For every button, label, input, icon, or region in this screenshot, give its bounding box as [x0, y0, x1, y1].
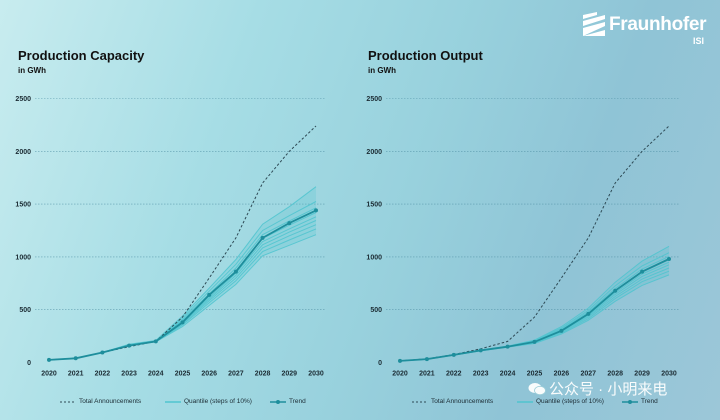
y-tick-label: 1000	[366, 254, 382, 261]
y-tick-label: 500	[19, 307, 31, 314]
chart-unit-output: in GWh	[368, 66, 396, 75]
logo-wordmark: Fraunhofer	[609, 14, 707, 35]
legend-output: Total Announcements Quantile (steps of 1…	[412, 398, 672, 410]
trend-point-2020	[398, 358, 402, 363]
y-tick-label: 2500	[15, 96, 31, 103]
watermark-text: 公众号 · 小明来电	[549, 381, 668, 398]
x-tick-label: 2030	[661, 371, 677, 378]
watermark: 公众号 · 小明来电	[528, 378, 667, 399]
chart-unit-capacity: in GWh	[18, 66, 46, 75]
trend-point-2022	[451, 352, 456, 357]
x-tick-label: 2022	[95, 371, 111, 378]
y-tick-label: 2000	[15, 149, 31, 156]
x-tick-label: 2024	[148, 371, 164, 378]
wechat-icon	[528, 383, 546, 396]
chart-title-capacity: Production Capacity	[18, 48, 145, 63]
x-tick-label: 2021	[419, 371, 435, 378]
legend-label: Quantile (steps of 10%)	[184, 398, 252, 405]
trend-point-2026	[207, 292, 212, 297]
x-tick-label: 2026	[554, 371, 570, 378]
x-tick-label: 2025	[527, 371, 543, 378]
trend-point-2028	[613, 288, 618, 293]
y-tick-label: 1500	[366, 202, 382, 209]
x-tick-label: 2022	[446, 371, 462, 378]
x-tick-label: 2027	[581, 371, 597, 378]
legend-label: Trend	[289, 398, 306, 405]
chart-title-output: Production Output	[368, 48, 483, 63]
trend-point-2024	[153, 339, 158, 344]
x-tick-label: 2029	[634, 371, 650, 378]
trend-marker-icon	[270, 400, 286, 404]
x-tick-label: 2024	[500, 371, 516, 378]
x-tick-label: 2020	[392, 371, 408, 378]
trend-point-2023	[127, 343, 132, 348]
dashed-line-icon	[412, 401, 428, 403]
trend-point-2025	[180, 320, 185, 325]
legend-label: Total Announcements	[431, 398, 494, 405]
logo-subtitle: ISI	[693, 36, 705, 46]
y-tick-label: 1500	[15, 202, 31, 209]
x-tick-label: 2023	[121, 371, 137, 378]
trend-point-2021	[73, 356, 78, 361]
trend-point-2021	[424, 357, 429, 362]
trend-point-2029	[640, 269, 645, 274]
fraunhofer-logo: Fraunhofer ISI	[583, 8, 713, 48]
fraunhofer-logo-mark-icon	[583, 12, 605, 36]
trend-point-2027	[233, 269, 238, 274]
quantile-line-8	[399, 252, 670, 362]
x-tick-label: 2030	[308, 371, 324, 378]
legend-label: Quantile (steps of 10%)	[536, 398, 604, 405]
trend-point-2022	[100, 350, 105, 355]
legend-label: Total Announcements	[79, 398, 142, 405]
trend-point-2028	[260, 235, 265, 240]
announcements-line	[48, 125, 317, 361]
announcements-line	[399, 125, 670, 362]
band-line-icon	[165, 401, 181, 403]
band-line-icon	[517, 401, 533, 403]
y-tick-label: 0	[27, 360, 31, 367]
x-tick-label: 2028	[607, 371, 623, 378]
y-tick-label: 1000	[15, 254, 31, 261]
y-tick-label: 500	[370, 307, 382, 314]
legend-capacity: Total Announcements Quantile (steps of 1…	[60, 398, 320, 410]
legend-label: Trend	[641, 398, 658, 405]
trend-point-2025	[532, 339, 537, 344]
x-tick-label: 2020	[41, 371, 57, 378]
x-tick-label: 2026	[201, 371, 217, 378]
x-tick-label: 2027	[228, 371, 244, 378]
trend-marker-icon	[622, 400, 638, 404]
trend-point-2023	[478, 348, 483, 353]
y-tick-label: 0	[378, 360, 382, 367]
trend-point-2027	[586, 311, 591, 316]
x-tick-label: 2023	[473, 371, 489, 378]
trend-point-2029	[287, 221, 292, 226]
y-tick-label: 2000	[366, 149, 382, 156]
dashed-line-icon	[60, 401, 76, 403]
y-tick-label: 2500	[366, 96, 382, 103]
trend-point-2024	[505, 344, 510, 349]
trend-point-2030	[314, 208, 318, 213]
trend-point-2020	[47, 357, 51, 362]
trend-point-2026	[559, 328, 564, 333]
x-tick-label: 2028	[255, 371, 271, 378]
x-tick-label: 2029	[282, 371, 298, 378]
x-tick-label: 2025	[175, 371, 191, 378]
x-tick-label: 2021	[68, 371, 84, 378]
trend-point-2030	[667, 257, 671, 262]
